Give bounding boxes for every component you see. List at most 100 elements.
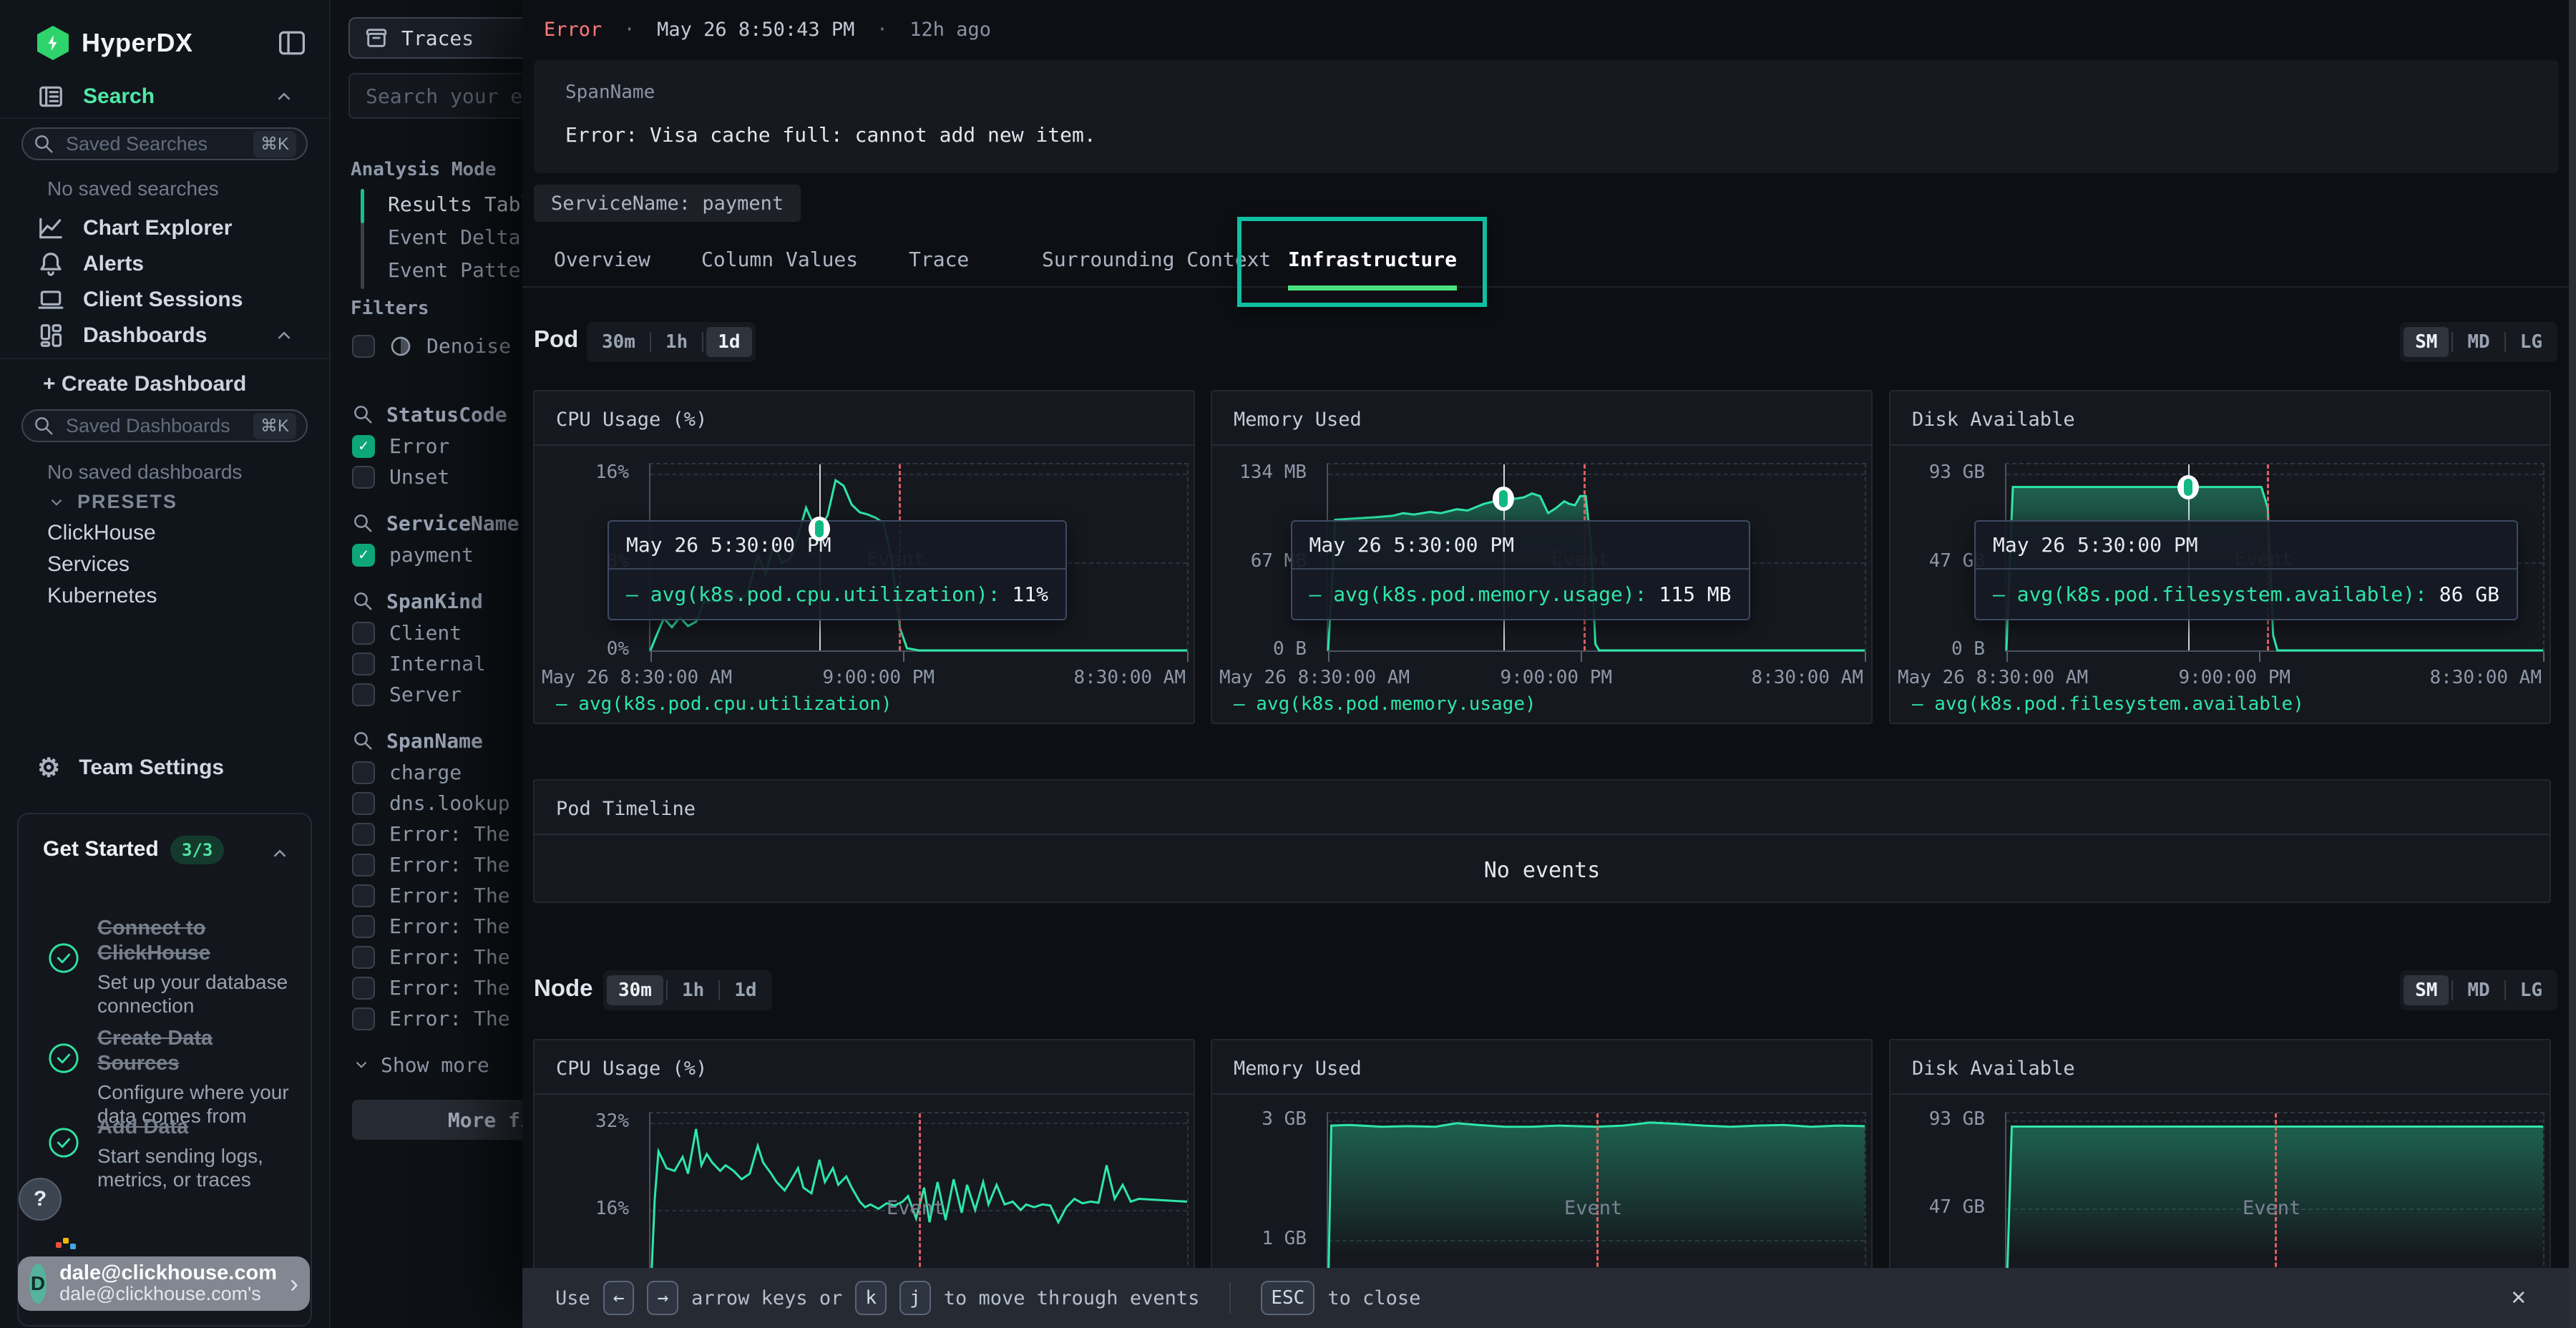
saved-dashboards-field[interactable] bbox=[64, 414, 243, 438]
pod-size-selector[interactable]: SMMD LG bbox=[2400, 322, 2557, 362]
k-key[interactable]: k bbox=[855, 1281, 887, 1315]
preset-clickhouse[interactable]: ClickHouse bbox=[47, 521, 156, 545]
chevron-up-icon[interactable] bbox=[269, 843, 291, 864]
no-events-text: No events bbox=[535, 858, 2550, 883]
sidebar-item-dashboards[interactable]: Dashboards bbox=[37, 319, 295, 352]
mode-results-table[interactable]: Results Table bbox=[388, 187, 545, 220]
checkbox-checked[interactable]: ✓ bbox=[352, 435, 375, 458]
close-icon[interactable]: ✕ bbox=[2512, 1282, 2526, 1311]
esc-key[interactable]: ESC bbox=[1261, 1281, 1314, 1315]
team-settings-label: Team Settings bbox=[79, 756, 224, 780]
search-icon bbox=[33, 415, 54, 436]
checkbox-unchecked[interactable] bbox=[352, 854, 375, 877]
get-started-title: Get Started bbox=[43, 837, 159, 861]
x-tick-mark bbox=[2543, 652, 2545, 662]
x-tick-label: May 26 8:30:00 AM bbox=[1219, 667, 1410, 688]
segmented-option-1h[interactable]: 1h bbox=[670, 975, 716, 1005]
service-name-badge[interactable]: ServiceName: payment bbox=[534, 185, 801, 222]
segmented-option-30m[interactable]: 30m bbox=[590, 327, 647, 357]
filter-group-name: StatusCode bbox=[386, 403, 507, 426]
filter-group-name: ServiceName bbox=[386, 512, 519, 535]
collapse-sidebar-icon[interactable] bbox=[278, 30, 306, 59]
logo-bolt-icon bbox=[37, 26, 69, 60]
segmented-option-lg[interactable]: LG bbox=[2509, 975, 2554, 1005]
pod-timeline-title: Pod Timeline bbox=[556, 798, 696, 820]
x-tick-label: 9:00:00 PM bbox=[2178, 667, 2290, 688]
get-started-item[interactable]: Connect to ClickHouse Set up your databa… bbox=[97, 916, 291, 1017]
saved-searches-field[interactable] bbox=[64, 132, 243, 156]
tab-column-values[interactable]: Column Values bbox=[701, 248, 858, 285]
checkbox-unchecked[interactable] bbox=[352, 622, 375, 645]
segmented-option-1d[interactable]: 1d bbox=[706, 327, 751, 357]
preset-kubernetes[interactable]: Kubernetes bbox=[47, 584, 157, 608]
saved-searches-input[interactable]: ⌘K bbox=[21, 127, 308, 160]
sidebar-item-alerts[interactable]: Alerts bbox=[37, 248, 295, 280]
chart-legend[interactable]: — avg(k8s.pod.memory.usage) bbox=[1234, 693, 1536, 715]
sidebar-item-team-settings[interactable]: ⚙ Team Settings bbox=[37, 751, 295, 784]
presets-toggle[interactable]: PRESETS bbox=[47, 491, 177, 513]
step-title: Create Data Sources bbox=[97, 1026, 298, 1076]
pod-disk-chart-card: Disk Available 93 GB47 GB0 BEventMay 26 … bbox=[1889, 390, 2551, 724]
sidebar-item-search[interactable]: Search bbox=[37, 80, 295, 113]
checkbox-unchecked[interactable] bbox=[352, 792, 375, 815]
segmented-option-30m[interactable]: 30m bbox=[607, 975, 663, 1005]
checkbox-checked[interactable]: ✓ bbox=[352, 544, 375, 567]
segmented-option-1h[interactable]: 1h bbox=[654, 327, 699, 357]
segmented-option-lg[interactable]: LG bbox=[2509, 327, 2554, 357]
hyperdx-logo[interactable]: HyperDX bbox=[37, 26, 193, 60]
checkbox-unchecked[interactable] bbox=[352, 823, 375, 846]
checkbox-unchecked[interactable] bbox=[352, 1007, 375, 1030]
node-range-selector[interactable]: 30m1h1d bbox=[603, 970, 772, 1010]
checkbox-unchecked[interactable] bbox=[352, 335, 375, 358]
checkbox-unchecked[interactable] bbox=[352, 683, 375, 706]
sidebar-item-client-sessions[interactable]: Client Sessions bbox=[37, 283, 295, 316]
step-desc: Start sending logs, metrics, or traces bbox=[97, 1144, 298, 1191]
divider bbox=[718, 980, 720, 1000]
create-dashboard-button[interactable]: + Create Dashboard bbox=[43, 372, 246, 396]
show-more-label: Show more bbox=[381, 1053, 489, 1077]
tab-trace[interactable]: Trace bbox=[909, 248, 969, 285]
x-tick-label: 8:30:00 AM bbox=[2429, 667, 2542, 688]
node-size-selector[interactable]: SMMD LG bbox=[2400, 970, 2557, 1010]
mode-event-deltas[interactable]: Event Deltas bbox=[388, 220, 532, 253]
checkbox-unchecked[interactable] bbox=[352, 653, 375, 675]
segmented-option-md[interactable]: MD bbox=[2456, 327, 2501, 357]
checkbox-unchecked[interactable] bbox=[352, 977, 375, 1000]
checkbox-unchecked[interactable] bbox=[352, 946, 375, 969]
tooltip-value: 115 MB bbox=[1647, 582, 1732, 606]
segmented-option-md[interactable]: MD bbox=[2456, 975, 2501, 1005]
segmented-option-sm[interactable]: SM bbox=[2404, 975, 2449, 1005]
x-tick-label: May 26 8:30:00 AM bbox=[1898, 667, 2088, 688]
hover-point-marker bbox=[2177, 475, 2199, 499]
get-started-item[interactable]: Add Data Start sending logs, metrics, or… bbox=[97, 1115, 298, 1191]
x-axis: May 26 8:30:00 AM 9:00:00 PM 8:30:00 AM bbox=[1890, 667, 2542, 688]
arrow-right-key[interactable]: → bbox=[647, 1281, 678, 1315]
client-sessions-label: Client Sessions bbox=[83, 288, 243, 312]
checkbox-unchecked[interactable] bbox=[352, 761, 375, 784]
chart-plot-area[interactable]: EventMay 26 5:30:00 PM— avg(k8s.pod.memo… bbox=[1327, 463, 1866, 652]
get-started-item[interactable]: Create Data Sources Configure where your… bbox=[97, 1026, 298, 1128]
preset-services[interactable]: Services bbox=[47, 552, 130, 577]
y-tick-label: 0 B bbox=[1951, 638, 1985, 660]
chart-legend[interactable]: — avg(k8s.pod.filesystem.available) bbox=[1912, 693, 2304, 715]
help-button[interactable]: ? bbox=[19, 1178, 62, 1221]
checkbox-unchecked[interactable] bbox=[352, 915, 375, 938]
j-key[interactable]: j bbox=[899, 1281, 931, 1315]
arrow-left-key[interactable]: ← bbox=[603, 1281, 635, 1315]
segmented-option-sm[interactable]: SM bbox=[2404, 327, 2449, 357]
scrollbar[interactable] bbox=[2569, 0, 2576, 1328]
tab-overview[interactable]: Overview bbox=[554, 248, 650, 285]
checkbox-unchecked[interactable] bbox=[352, 884, 375, 907]
event-relative-time: 12h ago bbox=[909, 19, 991, 41]
saved-dashboards-input[interactable]: ⌘K bbox=[21, 409, 308, 442]
pod-range-selector[interactable]: 30m1h1d bbox=[587, 322, 756, 362]
chart-title: Disk Available bbox=[1912, 409, 2075, 431]
search-section-icon bbox=[37, 83, 64, 110]
sidebar-item-chart-explorer[interactable]: Chart Explorer bbox=[37, 212, 295, 245]
segmented-option-1d[interactable]: 1d bbox=[723, 975, 768, 1005]
user-account-chip[interactable]: D dale@clickhouse.com dale@clickhouse.co… bbox=[18, 1256, 310, 1311]
checkbox-unchecked[interactable] bbox=[352, 466, 375, 489]
chart-legend[interactable]: — avg(k8s.pod.cpu.utilization) bbox=[556, 693, 892, 715]
chart-plot-area[interactable]: EventMay 26 5:30:00 PM— avg(k8s.pod.cpu.… bbox=[649, 463, 1189, 652]
chart-plot-area[interactable]: EventMay 26 5:30:00 PM— avg(k8s.pod.file… bbox=[2005, 463, 2545, 652]
